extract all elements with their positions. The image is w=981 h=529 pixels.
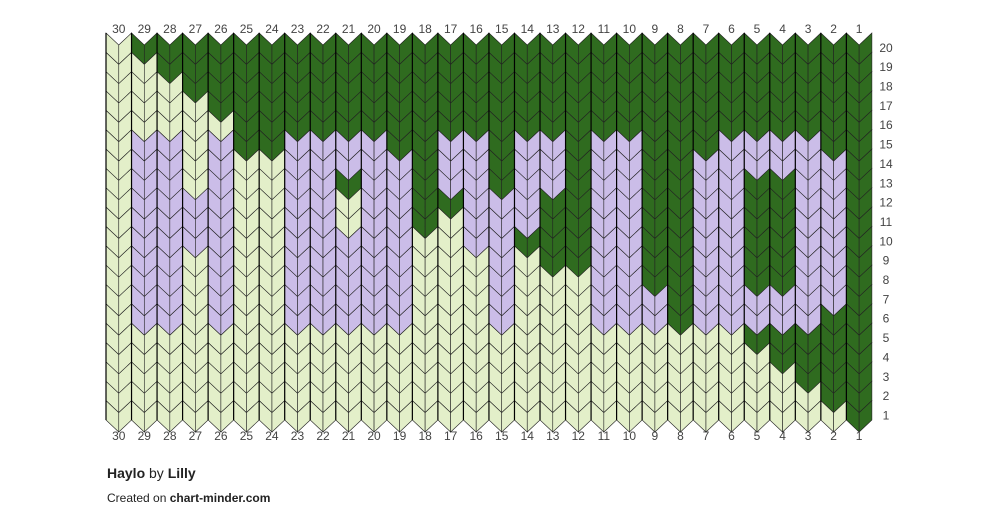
column-label: 3 — [805, 429, 812, 443]
row-label: 20 — [879, 41, 893, 55]
column-label: 12 — [572, 429, 586, 443]
column-label: 13 — [546, 22, 560, 36]
chart-caption: Haylo by Lilly — [107, 465, 196, 481]
column-label: 18 — [418, 429, 432, 443]
column-label: 8 — [677, 22, 684, 36]
column-label: 28 — [163, 429, 177, 443]
column-label: 14 — [521, 22, 535, 36]
column-label: 28 — [163, 22, 177, 36]
column-label: 29 — [138, 429, 152, 443]
knit-chart: 3030292928282727262625252424232322222121… — [105, 22, 893, 443]
column-label: 3 — [805, 22, 812, 36]
column-label: 21 — [342, 22, 356, 36]
column-label: 17 — [444, 429, 458, 443]
column-label: 26 — [214, 429, 228, 443]
column-label: 20 — [367, 429, 381, 443]
column-label: 16 — [470, 429, 484, 443]
column-label: 15 — [495, 22, 509, 36]
row-label: 17 — [879, 99, 893, 113]
column-label: 1 — [856, 429, 863, 443]
row-label: 6 — [883, 312, 890, 326]
column-label: 6 — [728, 22, 735, 36]
row-label: 4 — [883, 350, 890, 364]
row-label: 3 — [883, 370, 890, 384]
column-label: 5 — [754, 22, 761, 36]
row-label: 19 — [879, 60, 893, 74]
column-label: 1 — [856, 22, 863, 36]
column-label: 25 — [240, 429, 254, 443]
credit-text: Created on — [107, 491, 167, 505]
column-label: 16 — [470, 22, 484, 36]
column-label: 10 — [623, 429, 637, 443]
row-label: 12 — [879, 196, 893, 210]
column-label: 27 — [189, 22, 203, 36]
row-label: 1 — [883, 408, 890, 422]
column-label: 13 — [546, 429, 560, 443]
row-label: 16 — [879, 118, 893, 132]
row-label: 11 — [880, 215, 893, 229]
column-label: 26 — [214, 22, 228, 36]
row-label: 8 — [883, 273, 890, 287]
row-label: 5 — [883, 331, 890, 345]
column-label: 24 — [265, 429, 279, 443]
row-label: 7 — [883, 292, 890, 306]
column-label: 8 — [677, 429, 684, 443]
column-label: 23 — [291, 22, 305, 36]
column-label: 11 — [598, 22, 611, 36]
column-label: 19 — [393, 22, 407, 36]
column-label: 18 — [418, 22, 432, 36]
chart-title: Haylo — [107, 465, 146, 481]
row-label: 13 — [879, 176, 893, 190]
site: chart-minder.com — [169, 491, 271, 505]
column-label: 2 — [830, 22, 837, 36]
column-label: 23 — [291, 429, 305, 443]
column-label: 21 — [342, 429, 356, 443]
column-label: 29 — [138, 22, 152, 36]
column-label: 17 — [444, 22, 458, 36]
column-label: 14 — [521, 429, 535, 443]
column-label: 30 — [112, 429, 126, 443]
row-label: 18 — [879, 80, 893, 94]
column-label: 9 — [652, 429, 659, 443]
stitch — [858, 399, 873, 433]
column-label: 22 — [316, 429, 330, 443]
column-label: 12 — [572, 22, 586, 36]
row-label: 2 — [883, 389, 890, 403]
column-label: 19 — [393, 429, 407, 443]
author: Lilly — [167, 465, 196, 481]
column-label: 10 — [623, 22, 637, 36]
credit: Created on chart-minder.com — [107, 491, 270, 505]
column-label: 7 — [703, 429, 710, 443]
column-label: 11 — [598, 429, 611, 443]
by: by — [149, 465, 164, 481]
row-label: 15 — [879, 138, 893, 152]
row-label: 14 — [879, 157, 893, 171]
column-label: 20 — [367, 22, 381, 36]
column-label: 25 — [240, 22, 254, 36]
column-label: 22 — [316, 22, 330, 36]
column-label: 24 — [265, 22, 279, 36]
column-label: 4 — [779, 429, 786, 443]
column-label: 4 — [779, 22, 786, 36]
column-label: 7 — [703, 22, 710, 36]
column-label: 2 — [830, 429, 837, 443]
row-label: 9 — [883, 254, 890, 268]
column-label: 15 — [495, 429, 509, 443]
column-label: 30 — [112, 22, 126, 36]
column-label: 9 — [652, 22, 659, 36]
row-label: 10 — [879, 234, 893, 248]
column-label: 27 — [189, 429, 203, 443]
column-label: 6 — [728, 429, 735, 443]
column-label: 5 — [754, 429, 761, 443]
